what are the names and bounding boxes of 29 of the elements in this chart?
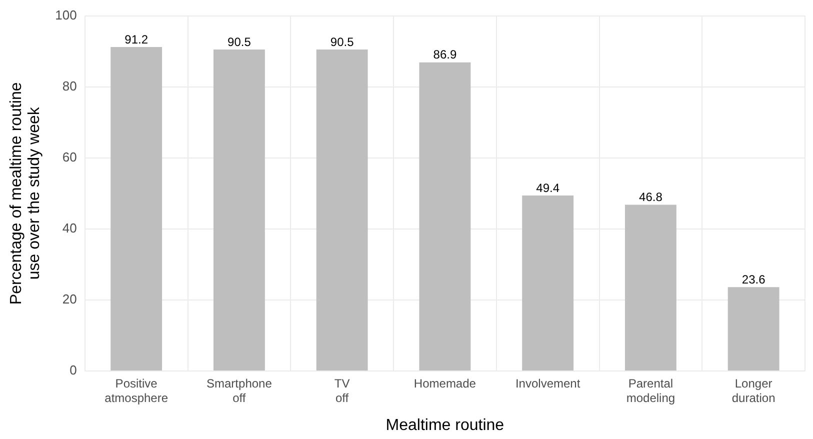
data-label: 90.5 — [228, 34, 252, 49]
y-tick-label: 80 — [62, 78, 77, 94]
y-tick-label: 0 — [70, 362, 77, 378]
data-label: 49.4 — [536, 180, 560, 195]
data-label: 86.9 — [433, 48, 457, 62]
bar — [728, 287, 780, 370]
y-tick-label: 100 — [55, 7, 77, 22]
bar — [316, 50, 368, 370]
y-tick-label: 60 — [62, 149, 77, 164]
x-tick-label: Longer duration — [732, 376, 776, 405]
bar — [110, 47, 162, 370]
bar — [213, 50, 265, 370]
x-tick-label: Smartphone off — [206, 376, 272, 405]
y-tick-label: 20 — [62, 292, 77, 307]
x-tick-label: TV off — [334, 376, 350, 405]
bar — [624, 204, 676, 370]
bar — [522, 196, 574, 370]
data-label: 46.8 — [639, 190, 663, 204]
x-axis-title: Mealtime routine — [386, 416, 504, 434]
y-tick-label: 40 — [62, 220, 77, 236]
y-axis-title: Percentage of mealtime routine use over the study week — [8, 82, 43, 305]
data-label: 23.6 — [742, 272, 766, 286]
data-label: 91.2 — [124, 32, 148, 46]
x-tick-label: Homemade — [414, 376, 476, 391]
x-tick-label: Involvement — [515, 376, 581, 391]
bar — [419, 62, 471, 370]
data-label: 90.5 — [330, 34, 354, 49]
x-tick-label: Positive atmosphere — [104, 376, 168, 405]
x-tick-label: Parental modeling — [626, 376, 676, 405]
